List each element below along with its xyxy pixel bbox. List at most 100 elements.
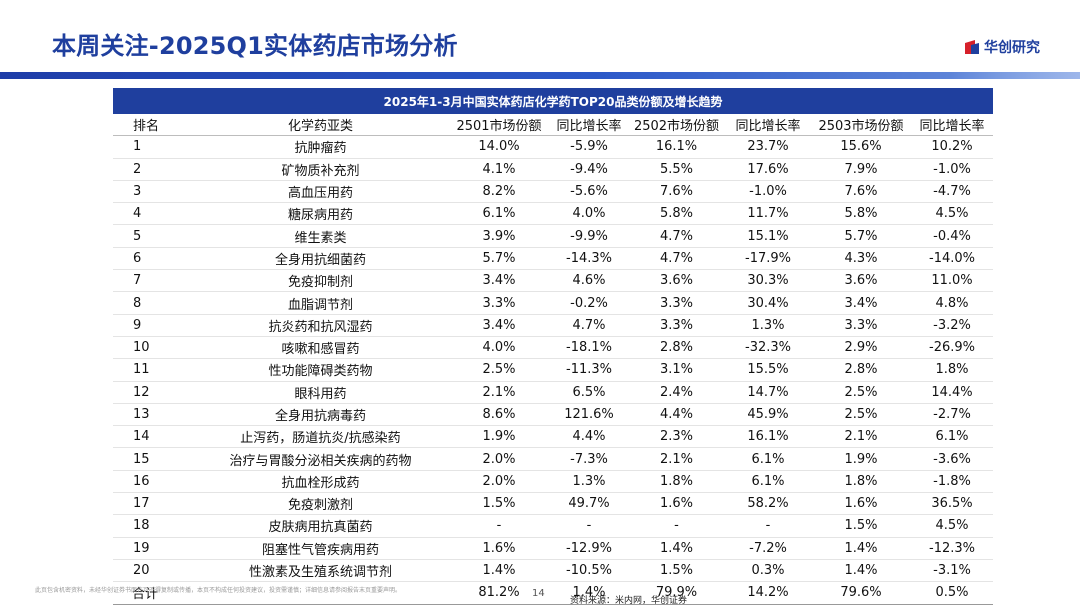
- table-cell: 1.8%: [628, 470, 725, 494]
- table-row: 10 咳嗽和感冒药 4.0% -18.1% 2.8% -32.3% 2.9% -26.9%: [113, 336, 993, 360]
- table-cell: 2.5%: [448, 358, 550, 382]
- table-cell: 5.7%: [448, 247, 550, 271]
- table-cell: 6: [113, 247, 193, 271]
- table-cell: 1: [113, 135, 193, 159]
- table-cell: -1.8%: [911, 470, 993, 494]
- table-cell: 1.9%: [811, 447, 911, 471]
- table-cell: 16.1%: [628, 135, 725, 159]
- table-cell: 23.7%: [725, 135, 811, 159]
- table-cell: -7.3%: [550, 447, 628, 471]
- table-cell: 81.2%: [448, 581, 550, 605]
- table-cell: 1.6%: [811, 492, 911, 516]
- table-cell: 4.7%: [628, 224, 725, 248]
- table-cell: 2.0%: [448, 470, 550, 494]
- table-cell: 10.2%: [911, 135, 993, 159]
- table-cell: 13: [113, 403, 193, 427]
- table-cell: 2.5%: [811, 403, 911, 427]
- table-cell: 14: [113, 425, 193, 449]
- table-cell: 2.1%: [811, 425, 911, 449]
- table-cell: -12.9%: [550, 537, 628, 560]
- table-cell: 血脂调节剂: [193, 291, 448, 315]
- table-cell: 抗肿瘤药: [193, 135, 448, 159]
- column-header: 同比增长率: [725, 114, 811, 137]
- table-cell: 8: [113, 291, 193, 315]
- table-cell: 矿物质补充剂: [193, 158, 448, 181]
- table-cell: 3.6%: [811, 269, 911, 293]
- table-cell: 36.5%: [911, 492, 993, 516]
- table-cell: 15.1%: [725, 224, 811, 248]
- table-cell: -5.9%: [550, 135, 628, 159]
- table-cell: -26.9%: [911, 336, 993, 360]
- table-cell: 3.4%: [448, 269, 550, 293]
- table-cell: 咳嗽和感冒药: [193, 336, 448, 360]
- column-header: 同比增长率: [911, 114, 993, 137]
- table-cell: 5.8%: [811, 202, 911, 226]
- table-cell: -2.7%: [911, 403, 993, 427]
- market-share-table: 排名 化学药亚类 2501市场份额 同比增长率 2502市场份额 同比增长率 2…: [113, 114, 993, 605]
- table-cell: 1.4%: [811, 537, 911, 560]
- table-cell: 3.3%: [448, 291, 550, 315]
- table-cell: 45.9%: [725, 403, 811, 427]
- table-row: 13 全身用抗病毒药 8.6% 121.6% 4.4% 45.9% 2.5% -2.7%: [113, 403, 993, 427]
- table-row: 11 性功能障碍类药物 2.5% -11.3% 3.1% 15.5% 2.8% 1.8%: [113, 358, 993, 382]
- table-cell: 2.8%: [628, 336, 725, 360]
- table-cell: 2.8%: [811, 358, 911, 382]
- table-row: 4 糖尿病用药 6.1% 4.0% 5.8% 11.7% 5.8% 4.5%: [113, 202, 993, 226]
- table-cell: 性功能障碍类药物: [193, 358, 448, 382]
- table-row: 3 高血压用药 8.2% -5.6% 7.6% -1.0% 7.6% -4.7%: [113, 180, 993, 204]
- table-cell: 6.1%: [725, 447, 811, 471]
- table-cell: -14.3%: [550, 247, 628, 271]
- table-row: 8 血脂调节剂 3.3% -0.2% 3.3% 30.4% 3.4% 4.8%: [113, 291, 993, 315]
- table-cell: 3.3%: [628, 291, 725, 315]
- table-cell: 抗炎药和抗风湿药: [193, 314, 448, 337]
- table-cell: 79.6%: [811, 581, 911, 605]
- table-cell: -14.0%: [911, 247, 993, 271]
- table-cell: 14.4%: [911, 381, 993, 404]
- table-cell: 12: [113, 381, 193, 404]
- table-cell: 16.1%: [725, 425, 811, 449]
- header-divider-bar: [0, 72, 1080, 79]
- table-cell: 全身用抗细菌药: [193, 247, 448, 271]
- table-cell: 4.3%: [811, 247, 911, 271]
- table-cell: 5.5%: [628, 158, 725, 181]
- table-cell: -3.6%: [911, 447, 993, 471]
- table-cell: 4.7%: [628, 247, 725, 271]
- table-cell: 1.4%: [550, 581, 628, 605]
- table-cell: 2.1%: [448, 381, 550, 404]
- table-cell: 1.9%: [448, 425, 550, 449]
- table-cell: 3: [113, 180, 193, 204]
- table-cell: -9.4%: [550, 158, 628, 181]
- table-cell: [193, 581, 448, 605]
- table-cell: -0.2%: [550, 291, 628, 315]
- table-cell: 5.8%: [628, 202, 725, 226]
- table-header-row: 排名 化学药亚类 2501市场份额 同比增长率 2502市场份额 同比增长率 2…: [113, 114, 993, 137]
- table-cell: 7: [113, 269, 193, 293]
- table-row: 2 矿物质补充剂 4.1% -9.4% 5.5% 17.6% 7.9% -1.0%: [113, 158, 993, 181]
- table-row: 1 抗肿瘤药 14.0% -5.9% 16.1% 23.7% 15.6% 10.2%: [113, 135, 993, 159]
- table-cell: 17.6%: [725, 158, 811, 181]
- column-header: 2503市场份额: [811, 114, 911, 137]
- table-cell: -3.2%: [911, 314, 993, 337]
- header-divider-accent: [950, 72, 1080, 79]
- table-cell: 免疫抑制剂: [193, 269, 448, 293]
- table-cell: 18: [113, 514, 193, 538]
- table-row: 6 全身用抗细菌药 5.7% -14.3% 4.7% -17.9% 4.3% -14.0%: [113, 247, 993, 271]
- table-cell: 2.1%: [628, 447, 725, 471]
- table-cell: 免疫刺激剂: [193, 492, 448, 516]
- table-cell: 1.5%: [811, 514, 911, 538]
- brand-logo: 华创研究: [964, 37, 1040, 57]
- table-cell: 6.1%: [448, 202, 550, 226]
- table-cell: 1.8%: [811, 470, 911, 494]
- table-cell: 0.5%: [911, 581, 993, 605]
- table-cell: -12.3%: [911, 537, 993, 560]
- table-cell: 30.4%: [725, 291, 811, 315]
- table-cell: 高血压用药: [193, 180, 448, 204]
- table-cell: 11.0%: [911, 269, 993, 293]
- table-cell: 3.9%: [448, 224, 550, 248]
- brand-name: 华创研究: [984, 40, 1040, 56]
- page-title: 本周关注-2025Q1实体药店市场分析: [52, 32, 458, 60]
- table-body: 1 抗肿瘤药 14.0% -5.9% 16.1% 23.7% 15.6% 10.2% 2 矿物质补…: [113, 135, 993, 583]
- table-cell: 14.7%: [725, 381, 811, 404]
- table-cell: 阻塞性气管疾病用药: [193, 537, 448, 560]
- table-cell: 2.5%: [811, 381, 911, 404]
